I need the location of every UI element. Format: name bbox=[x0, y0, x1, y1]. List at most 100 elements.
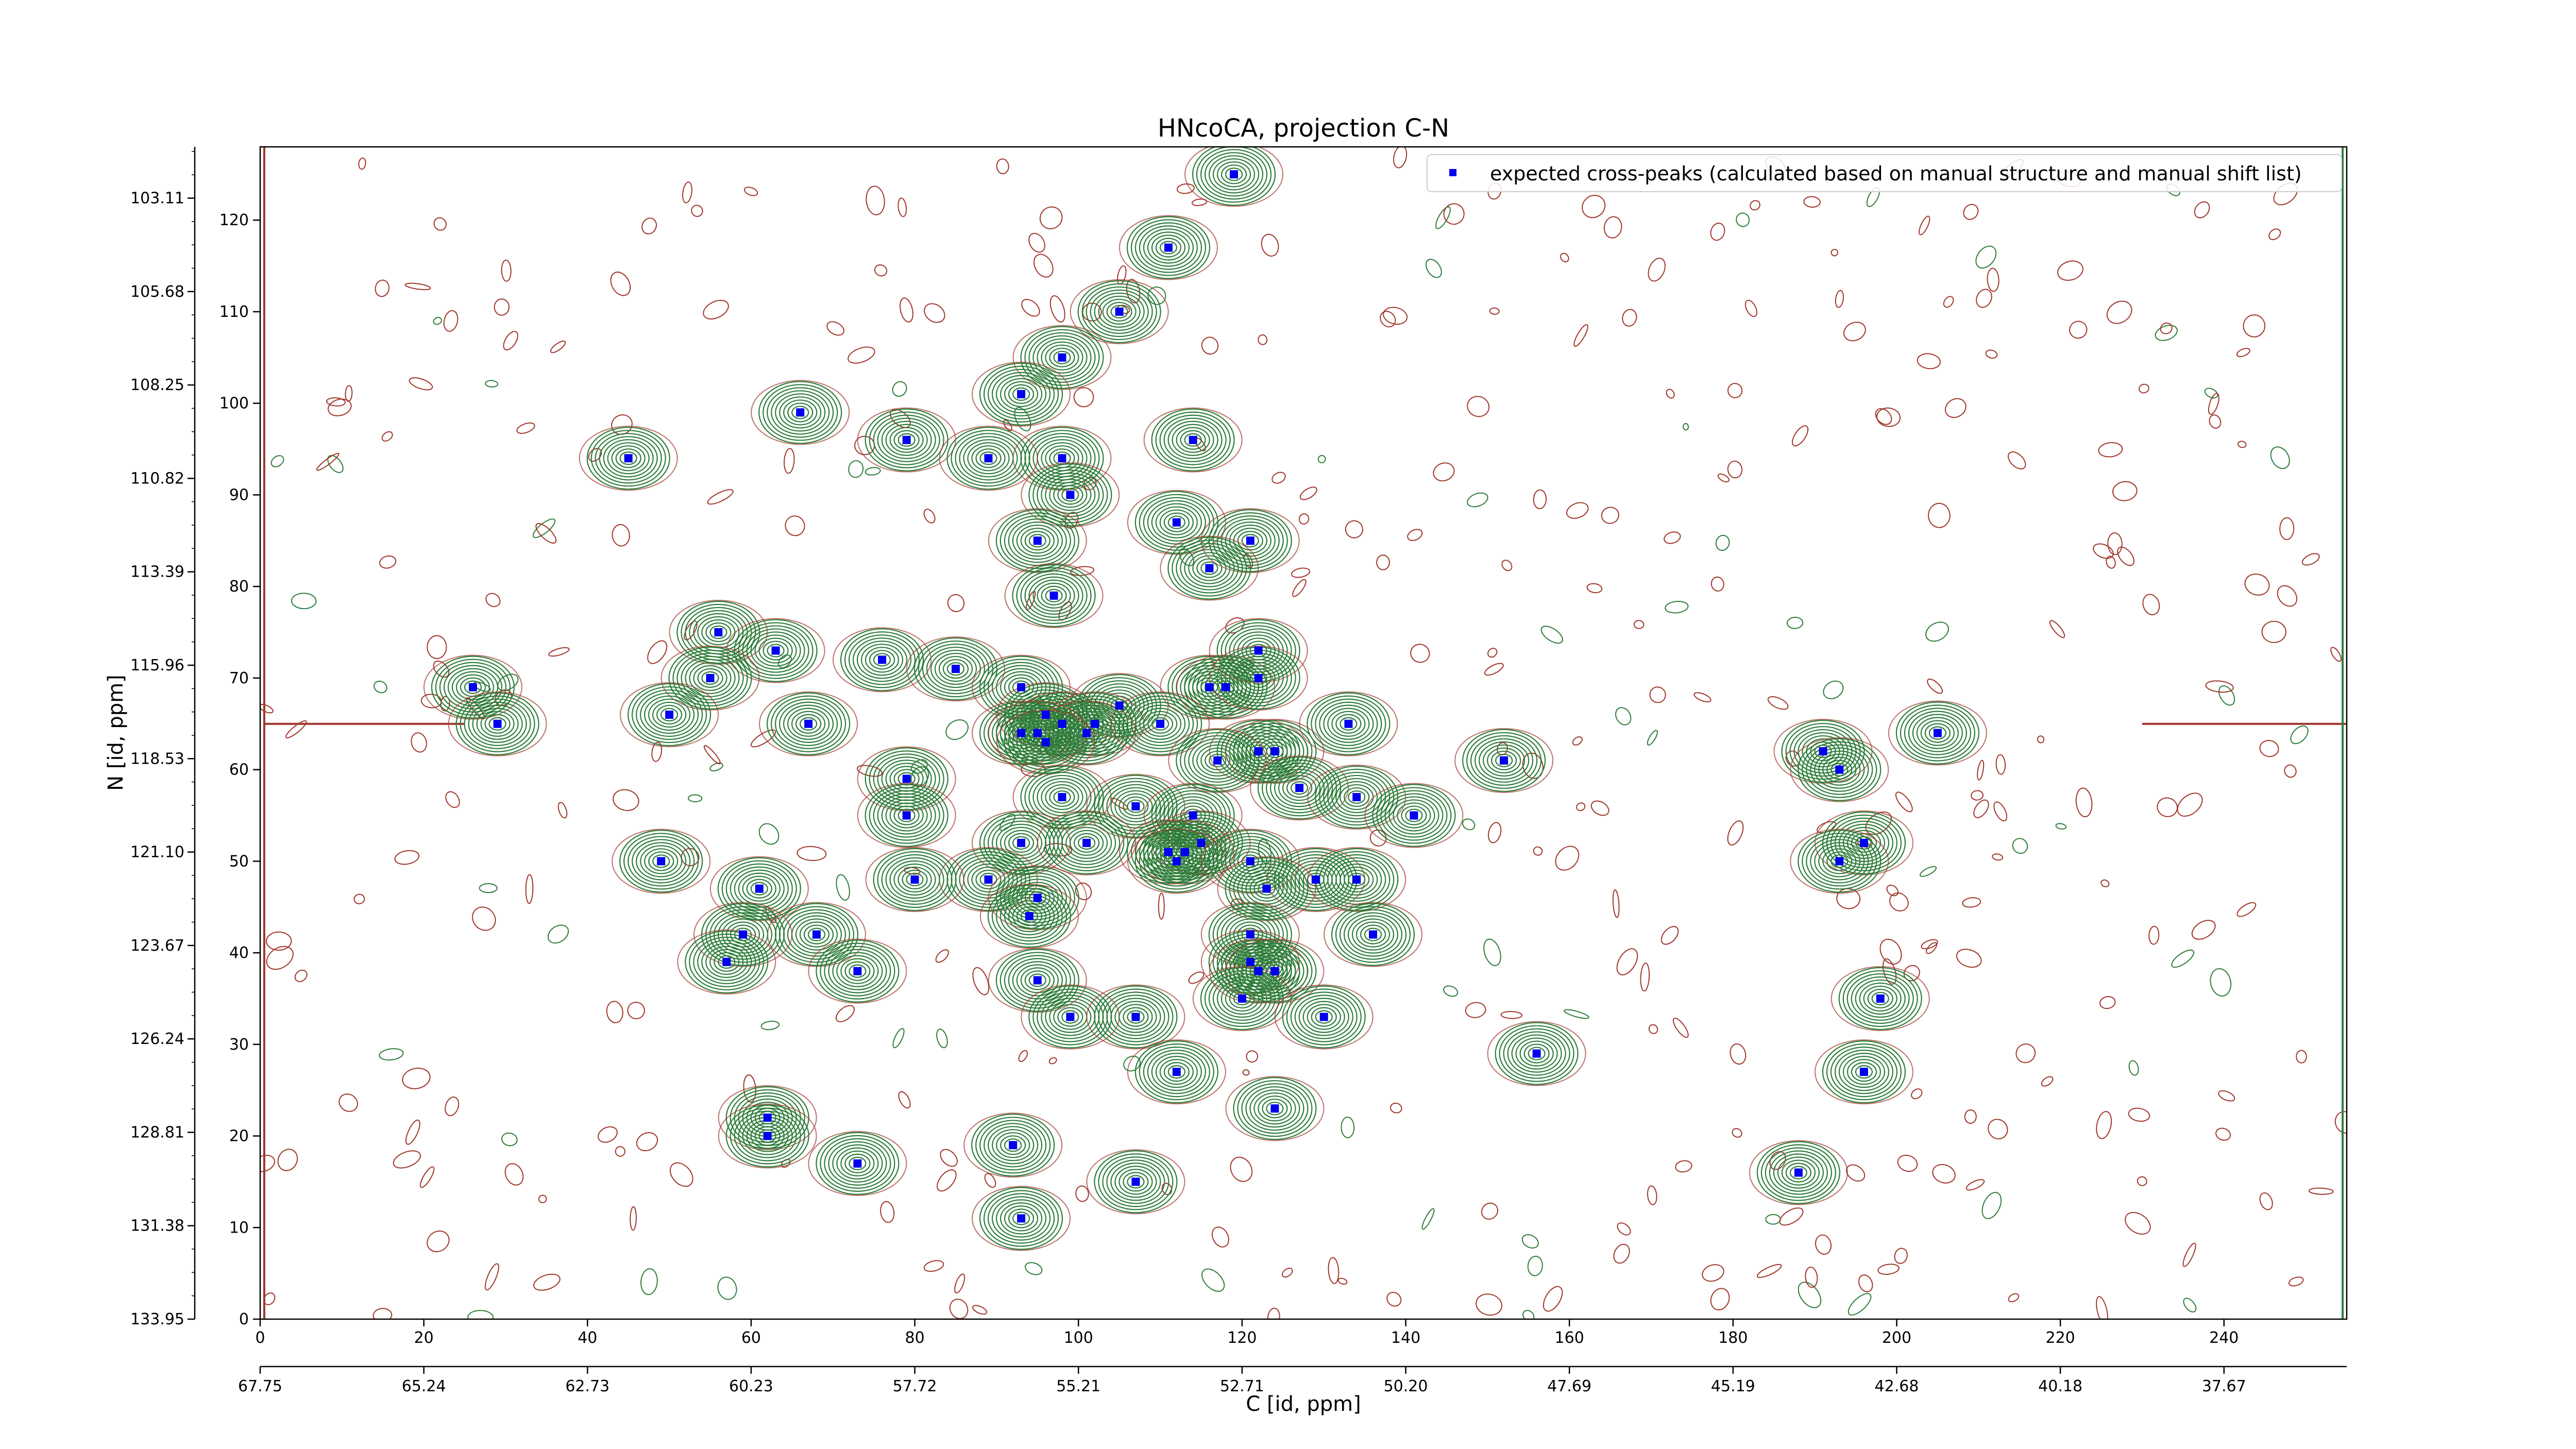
cross-peak-marker bbox=[1369, 930, 1377, 939]
noise-contour bbox=[2160, 322, 2173, 334]
noise-contour bbox=[2098, 442, 2123, 458]
noise-contour bbox=[1039, 206, 1063, 229]
ppm-y-tick-label: 115.96 bbox=[130, 656, 184, 675]
peak-contour bbox=[660, 645, 760, 711]
noise-contour bbox=[1033, 254, 1054, 278]
noise-contour bbox=[2259, 1192, 2273, 1210]
noise-contour bbox=[2075, 787, 2093, 817]
noise-contour bbox=[1962, 897, 1981, 908]
noise-contour bbox=[2284, 764, 2297, 778]
noise-contour bbox=[485, 593, 501, 608]
cross-peak-marker bbox=[714, 628, 723, 636]
noise-contour bbox=[2128, 1060, 2139, 1076]
noise-contour bbox=[405, 1119, 420, 1145]
noise-contour bbox=[682, 181, 692, 204]
noise-contour bbox=[2244, 574, 2270, 596]
peak-contour bbox=[1454, 728, 1554, 793]
noise-contour bbox=[1975, 245, 1997, 269]
noise-contour bbox=[1073, 387, 1094, 408]
x-tick-label: 100 bbox=[1064, 1329, 1093, 1347]
cross-peak-marker bbox=[1066, 1013, 1075, 1021]
noise-contour bbox=[703, 299, 729, 319]
noise-contour bbox=[419, 1166, 435, 1188]
noise-contour bbox=[1895, 791, 1913, 813]
peak-contour bbox=[448, 691, 547, 756]
noise-contour bbox=[641, 217, 657, 234]
y-tick-label: 90 bbox=[229, 486, 249, 504]
noise-contour bbox=[2237, 441, 2247, 448]
noise-contour bbox=[1843, 322, 1866, 342]
noise-contour bbox=[2210, 968, 2232, 997]
cross-peak-marker bbox=[1033, 894, 1042, 902]
cross-peak-marker bbox=[1311, 875, 1320, 884]
noise-contour bbox=[1393, 147, 1408, 169]
noise-contour bbox=[2117, 546, 2135, 566]
cross-peak-marker bbox=[1230, 170, 1238, 179]
cross-peak-marker bbox=[1213, 756, 1222, 765]
cross-peak-marker bbox=[739, 930, 748, 939]
ppm-x-tick-label: 45.19 bbox=[1711, 1377, 1755, 1395]
ppm-x-tick-label: 57.72 bbox=[893, 1377, 937, 1395]
cross-peak-marker bbox=[722, 957, 731, 966]
noise-contour bbox=[1647, 1185, 1657, 1205]
noise-contour bbox=[1021, 299, 1040, 317]
noise-contour bbox=[1964, 1109, 1977, 1124]
noise-contour bbox=[1917, 353, 1941, 369]
noise-contour bbox=[1487, 648, 1498, 658]
ppm-y-tick-label: 133.95 bbox=[130, 1310, 184, 1328]
noise-contour bbox=[291, 593, 317, 610]
peak-contour bbox=[1250, 755, 1349, 821]
y-tick-label: 40 bbox=[229, 944, 249, 962]
noise-contour bbox=[1649, 686, 1666, 703]
noise-contour bbox=[848, 346, 875, 364]
noise-contour bbox=[996, 158, 1009, 175]
peak-contour bbox=[833, 627, 932, 693]
cross-peak-marker bbox=[804, 719, 813, 728]
noise-contour bbox=[2290, 725, 2309, 745]
noise-contour bbox=[1299, 486, 1317, 500]
noise-contour bbox=[2057, 260, 2083, 281]
noise-contour bbox=[945, 719, 969, 740]
noise-contour bbox=[2139, 383, 2149, 394]
noise-contour bbox=[857, 765, 883, 777]
noise-contour bbox=[1465, 1002, 1486, 1018]
cross-peak-marker bbox=[1835, 857, 1844, 866]
noise-contour bbox=[285, 720, 307, 738]
legend: expected cross-peaks (calculated based o… bbox=[1427, 154, 2342, 192]
y-tick-label: 10 bbox=[229, 1219, 249, 1237]
noise-contour bbox=[588, 448, 602, 462]
contour-layer bbox=[260, 147, 2347, 1319]
cross-peak-marker bbox=[706, 673, 715, 682]
noise-contour bbox=[1683, 423, 1689, 431]
noise-contour bbox=[1563, 1009, 1589, 1019]
noise-contour bbox=[409, 377, 433, 391]
peak-contour bbox=[718, 1103, 817, 1169]
noise-contour bbox=[2106, 300, 2132, 324]
noise-contour bbox=[1487, 822, 1502, 844]
noise-contour bbox=[947, 594, 965, 612]
legend-label: expected cross-peaks (calculated based o… bbox=[1490, 162, 2302, 185]
cross-peak-marker bbox=[1270, 1104, 1279, 1113]
cross-peak-marker bbox=[1246, 930, 1255, 939]
noise-contour bbox=[630, 1206, 637, 1231]
noise-contour bbox=[598, 1126, 618, 1143]
noise-contour bbox=[1710, 576, 1724, 592]
noise-contour bbox=[923, 1260, 944, 1272]
noise-contour bbox=[1527, 1255, 1543, 1276]
y-tick-label: 110 bbox=[219, 303, 249, 321]
noise-contour bbox=[848, 460, 864, 478]
noise-contour bbox=[1024, 1262, 1043, 1275]
noise-contour bbox=[2093, 543, 2114, 559]
noise-contour bbox=[1987, 267, 1999, 292]
peak-contour bbox=[808, 938, 907, 1004]
ppm-x-tick-label: 62.73 bbox=[565, 1377, 609, 1395]
cross-peak-marker bbox=[853, 967, 862, 975]
noise-contour bbox=[402, 1068, 431, 1089]
peak-contour bbox=[579, 426, 678, 491]
cross-peak-marker bbox=[1066, 491, 1075, 499]
noise-contour bbox=[866, 186, 885, 215]
noise-contour bbox=[688, 794, 703, 802]
noise-contour bbox=[1977, 760, 1985, 781]
cross-peak-marker bbox=[1033, 976, 1042, 985]
noise-contour bbox=[1971, 790, 1984, 801]
